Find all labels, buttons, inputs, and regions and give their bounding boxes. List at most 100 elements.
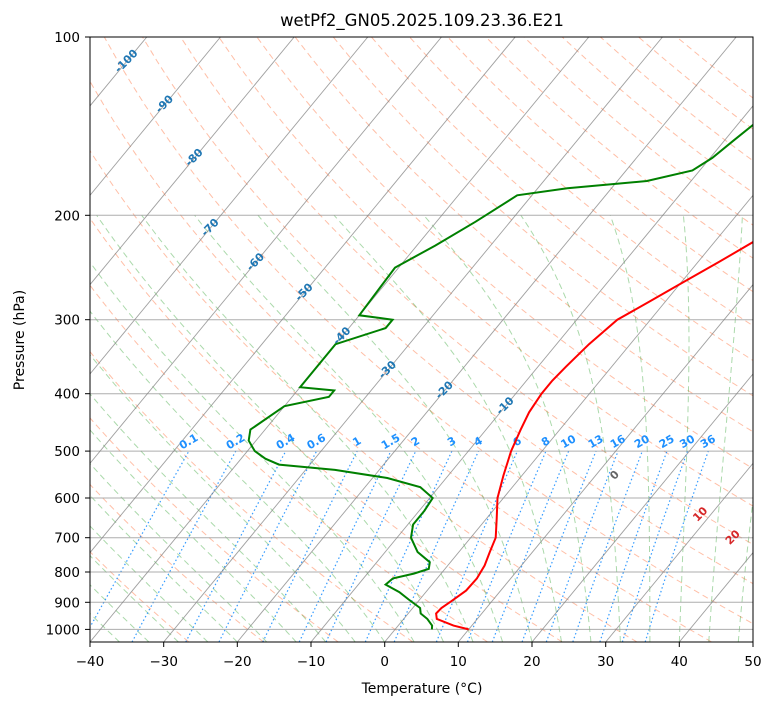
mixing-ratio-label: 36 (698, 432, 718, 451)
isotherm-line (752, 641, 753, 642)
mixing-ratio-line (572, 450, 643, 642)
moist-adiabat (609, 215, 651, 642)
moist-adiabat (141, 215, 474, 642)
moist-adiabat (90, 393, 327, 642)
y-tick-label: 1000 (46, 622, 80, 638)
plot-frame (89, 36, 754, 643)
mixing-ratio-line (621, 450, 689, 642)
dry-adiabat (90, 149, 638, 642)
y-axis-ticks: 100 200 300 400 500 600 700 800 900 1000 (46, 30, 90, 638)
y-tick-label: 400 (54, 387, 80, 403)
moist-adiabat (520, 215, 621, 642)
moist-adiabat (90, 353, 356, 642)
isotherm-line (90, 37, 442, 465)
isotherm-line (236, 37, 737, 642)
isotherm-line (0, 37, 73, 642)
isotherm-line (457, 283, 753, 642)
mixing-ratio-label: 16 (608, 432, 628, 451)
mixing-ratio-line (435, 450, 518, 642)
moist-adiabat (257, 214, 533, 642)
temperature-line (435, 240, 753, 631)
dry-adiabat (676, 37, 753, 99)
isotherms (0, 37, 753, 642)
isotherm-label: -60 (244, 250, 267, 273)
x-axis-label: Temperature (°C) (361, 681, 483, 697)
mixing-ratio-line (644, 450, 709, 642)
dry-adiabat (256, 37, 753, 470)
moist-adiabat (90, 494, 238, 642)
mixing-ratio-line (393, 450, 480, 642)
isotherm-line (384, 194, 753, 642)
x-tick-label: 30 (597, 654, 614, 670)
x-tick-label: −40 (76, 654, 105, 670)
isotherm-label: -70 (198, 216, 221, 239)
moist-adiabat (737, 495, 753, 642)
mixing-ratio-label: 0.4 (274, 431, 298, 452)
isotherm-label: -50 (292, 280, 315, 303)
dry-adiabat (103, 37, 753, 625)
x-tick-label: 50 (744, 654, 761, 670)
moist-adiabat (90, 310, 386, 642)
moist-adiabat (90, 429, 297, 642)
moist-adiabat (90, 261, 415, 642)
x-tick-label: −30 (149, 654, 178, 670)
mixing-ratio-line (298, 450, 392, 642)
mixing-ratio-label: 13 (586, 432, 606, 451)
isotherm-label: -80 (182, 146, 205, 169)
isotherm-line (310, 105, 753, 642)
y-tick-label: 300 (54, 313, 80, 329)
isotherm-line (90, 37, 295, 286)
isotherm-label: -100 (112, 47, 141, 76)
mixing-ratio-line (218, 450, 318, 642)
dry-adiabat (332, 37, 753, 397)
mixing-ratio-line (262, 450, 358, 642)
chart-title: wetPf2_GN05.2025.109.23.36.E21 (280, 11, 564, 31)
mixing-ratio-label: 10 (558, 432, 578, 451)
isotherm-label: -30 (376, 358, 399, 381)
moist-adiabat (708, 215, 743, 642)
isotherm-line (163, 37, 663, 642)
mixing-ratio-line (599, 450, 668, 642)
dry-adiabat (90, 80, 712, 642)
mixing-ratio-label: 0.6 (305, 431, 329, 452)
moist-adiabat-label: 20 (723, 527, 743, 547)
moist-adiabat (96, 215, 445, 642)
mixing-ratio-line (131, 450, 237, 642)
moist-adiabat (90, 525, 209, 642)
dry-adiabat (90, 284, 488, 642)
y-tick-label: 900 (54, 595, 80, 611)
isotherm-line (605, 462, 753, 642)
line-labels: -100-90-80-70-60-50-40-30-20-100.1 0.2 0.4… (112, 47, 753, 565)
mixing-ratio-line (466, 450, 547, 642)
mixing-ratio-label: 0.2 (224, 431, 247, 452)
y-tick-label: 100 (54, 30, 80, 46)
mixing-ratio-line (521, 450, 597, 642)
mixing-ratio-label: 20 (632, 432, 652, 451)
dry-adiabat (90, 551, 190, 642)
x-axis-ticks: −40 −30 −20 −10 0 10 20 30 40 50 (76, 642, 762, 670)
moist-adiabat (90, 584, 150, 642)
dry-adiabat (638, 37, 753, 130)
moist-adiabat (90, 462, 268, 642)
mixing-ratio-label: 1.5 (379, 431, 402, 452)
x-tick-label: 40 (671, 654, 688, 670)
mixing-ratio-label: 30 (677, 432, 697, 451)
mixing-ratio-label: 4 (472, 434, 485, 449)
moist-adiabat (423, 214, 592, 642)
x-tick-label: 0 (380, 654, 389, 670)
x-tick-label: −10 (297, 654, 326, 670)
dry-adiabat (180, 37, 753, 545)
mixing-ratio-line (491, 450, 570, 642)
dry-adiabat (90, 350, 414, 642)
isotherm-label: -10 (493, 394, 516, 417)
sounding-profiles (247, 123, 753, 631)
y-tick-label: 800 (54, 565, 80, 581)
moist-adiabats (90, 214, 753, 642)
isotherm-line (90, 37, 221, 196)
dry-adiabat (90, 217, 563, 642)
dewpoint-line (247, 123, 753, 630)
isotherm-line (90, 37, 590, 642)
dry-adiabat (218, 37, 753, 507)
dry-adiabat (447, 37, 753, 293)
